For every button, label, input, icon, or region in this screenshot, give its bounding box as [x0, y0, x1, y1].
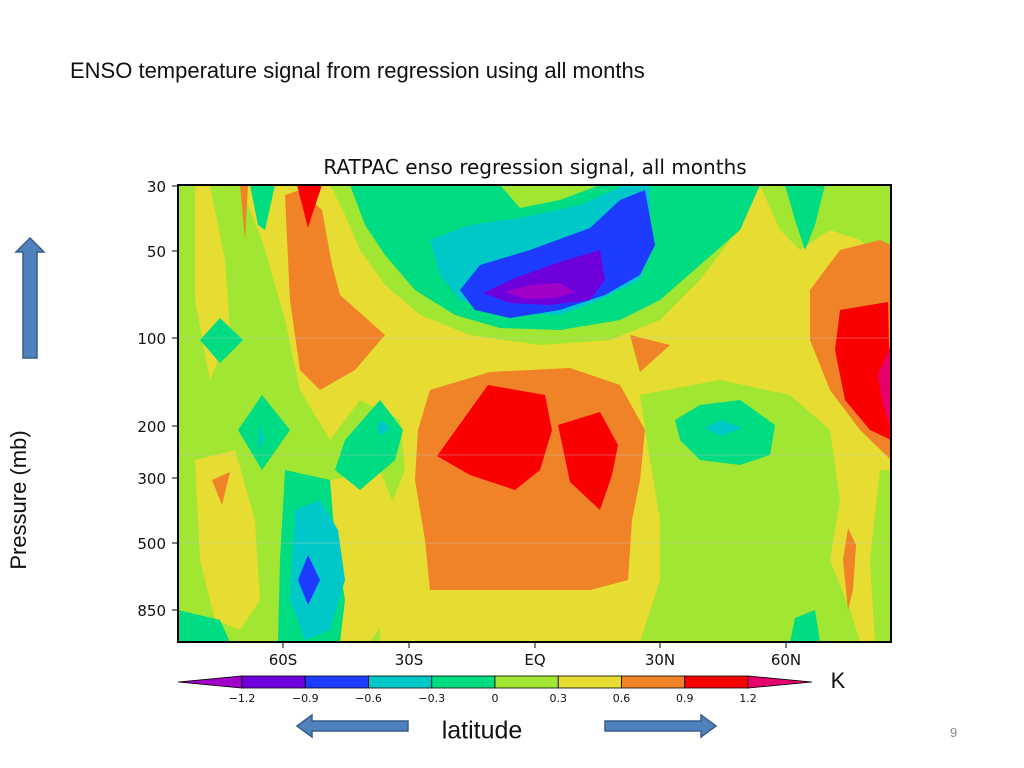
- colorbar-tick-label: −1.2: [229, 692, 256, 705]
- contour-magenta-right: [878, 345, 891, 430]
- contour-teal-left-mid: [238, 395, 290, 470]
- colorbar-segment: [557, 675, 622, 689]
- contour-purple-core: [505, 283, 575, 299]
- x-tick-label: 60S: [269, 651, 298, 669]
- colorbar-tick-label: −0.9: [292, 692, 319, 705]
- up-arrow-icon: [14, 236, 46, 359]
- contour-orange-small-right: [630, 335, 670, 372]
- y-tick-label: 500: [137, 535, 166, 553]
- contour-red-center-left: [437, 385, 552, 490]
- x-tick-label: EQ: [524, 651, 545, 669]
- y-tick-label: 850: [137, 602, 166, 620]
- contour-orange-top-left: [285, 190, 385, 390]
- colorbar-segment: [368, 675, 433, 689]
- pressure-axis-label: Pressure (mb): [6, 430, 31, 570]
- colorbar-tick-label: −0.6: [355, 692, 382, 705]
- latitude-axis-label: latitude: [441, 716, 523, 745]
- contour-teal-bottom-right: [790, 610, 820, 642]
- colorbar-unit: K: [831, 668, 846, 693]
- colorbar-segment: [684, 675, 749, 689]
- x-tick-label: 30S: [395, 651, 424, 669]
- left-arrow-icon: [295, 713, 409, 739]
- right-arrow-icon: [604, 713, 718, 739]
- contour-green-rightedge: [870, 470, 891, 642]
- contour-yellow-mid: [330, 470, 400, 642]
- colorbar-segment: [621, 675, 686, 689]
- y-tick-label: 30: [147, 178, 166, 196]
- x-tick-label: 30N: [645, 651, 675, 669]
- colorbar-segment: [494, 675, 559, 689]
- contour-teal-left-diamond: [200, 318, 243, 363]
- contour-cyan-dot-left: [258, 425, 264, 450]
- contour-orange-low-left: [212, 472, 230, 505]
- x-axis: 60S 30S EQ 30N 60N: [269, 642, 801, 669]
- colorbar-segment: [304, 675, 369, 689]
- colorbar-tick-label: 0.3: [550, 692, 568, 705]
- colorbar: −1.2 −0.9 −0.6 −0.3 0 0.3 0.6 0.9 1.2: [177, 675, 813, 705]
- y-tick-label: 100: [137, 330, 166, 348]
- contour-cyan-dot-center: [376, 420, 390, 436]
- colorbar-extend-high: [747, 675, 813, 689]
- colorbar-tick-label: 0: [492, 692, 499, 705]
- y-axis: 30 50 100 200 300 500 850: [137, 178, 178, 620]
- colorbar-tick-label: 1.2: [739, 692, 757, 705]
- contour-field: [178, 185, 891, 642]
- contour-red-center-right: [558, 412, 618, 510]
- colorbar-segment: [241, 675, 306, 689]
- contour-red-top-left: [297, 185, 322, 228]
- colorbar-tick-label: 0.6: [613, 692, 631, 705]
- colorbar-extend-low: [177, 675, 243, 689]
- contour-teal-topright: [785, 185, 825, 250]
- contour-cyan-left-low: [290, 500, 345, 640]
- contour-teal-center-left: [335, 400, 403, 490]
- contour-teal-bottom-left: [178, 610, 230, 642]
- contour-orange-left-thin: [240, 185, 248, 240]
- colorbar-tick-label: 0.9: [676, 692, 694, 705]
- x-tick-label: 60N: [771, 651, 801, 669]
- contour-blue-low: [298, 555, 320, 605]
- colorbar-segment: [431, 675, 496, 689]
- y-tick-label: 300: [137, 470, 166, 488]
- contour-red-right: [835, 302, 891, 440]
- slide-title: ENSO temperature signal from regression …: [70, 58, 645, 83]
- contour-teal-top-left: [250, 185, 275, 230]
- colorbar-tick-label: −0.3: [418, 692, 445, 705]
- contour-yellow-left-low: [195, 450, 260, 630]
- y-tick-label: 50: [147, 243, 166, 261]
- contour-cyan-dot-right: [705, 420, 742, 436]
- page-number: 9: [950, 725, 958, 740]
- y-tick-label: 200: [137, 418, 166, 436]
- chart-title: RATPAC enso regression signal, all month…: [323, 155, 746, 179]
- contour-orange-low-right: [843, 528, 856, 610]
